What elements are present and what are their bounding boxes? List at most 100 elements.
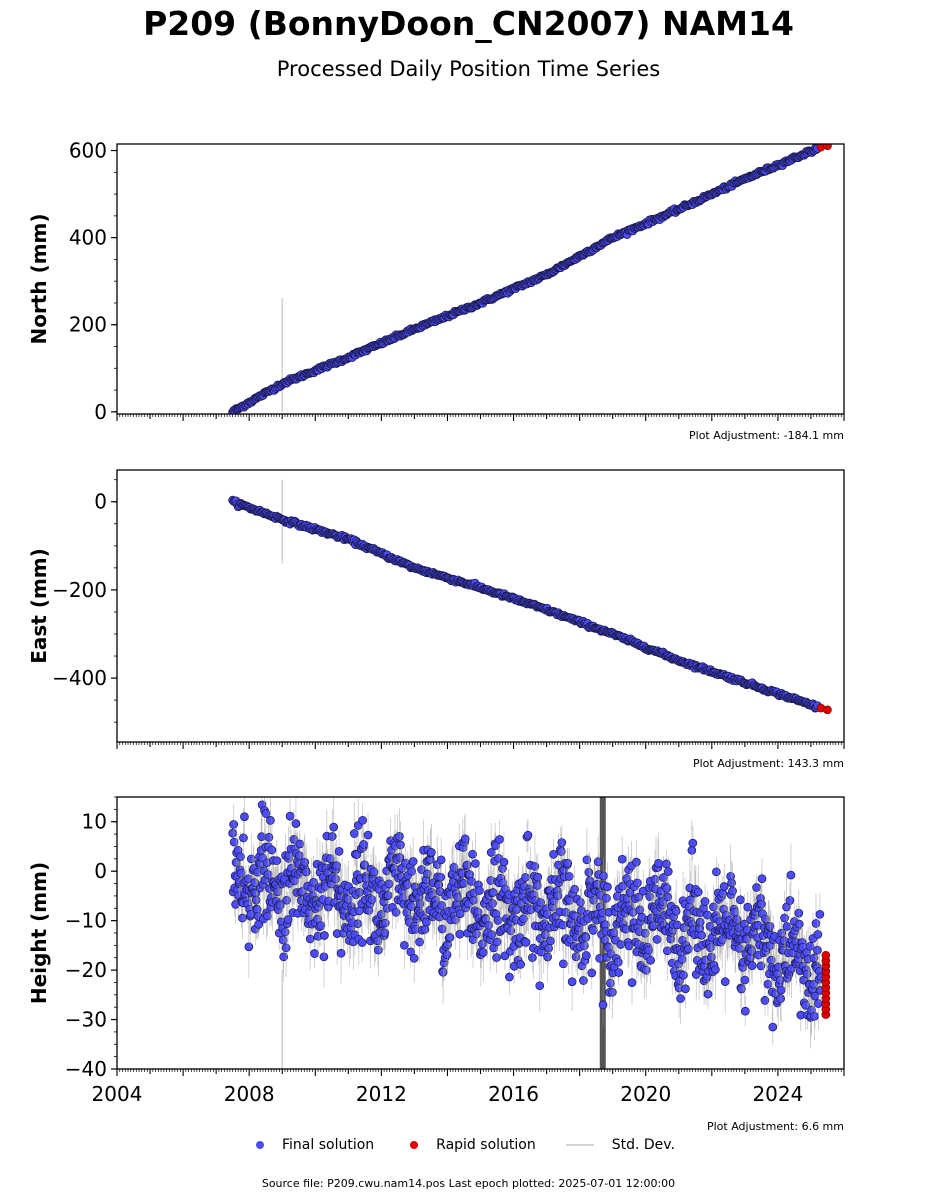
legend-item-rapid: Rapid solution	[404, 1137, 536, 1153]
final-point	[530, 862, 540, 871]
final-point	[310, 949, 319, 958]
final-point	[240, 812, 249, 822]
final-point	[407, 867, 417, 876]
final-point	[228, 828, 238, 838]
final-point	[584, 867, 594, 877]
final-point	[703, 989, 713, 999]
final-point	[254, 920, 264, 929]
final-point	[400, 940, 409, 950]
y-axis-label: North (mm)	[27, 213, 51, 344]
y-tick-label: −20	[65, 958, 107, 982]
panel-frame	[116, 469, 845, 743]
final-point	[295, 851, 304, 860]
final-point	[492, 953, 501, 962]
final-point	[814, 999, 823, 1008]
final-point	[415, 937, 424, 947]
final-point	[320, 931, 329, 940]
final-point	[582, 951, 591, 960]
plot-area-2	[228, 797, 831, 1069]
rapid-point	[821, 950, 831, 960]
final-point	[395, 832, 404, 841]
final-point	[261, 809, 271, 818]
final-point	[608, 987, 617, 997]
final-point	[752, 883, 761, 892]
final-point	[557, 838, 567, 847]
final-point	[355, 887, 365, 897]
final-point	[693, 887, 703, 897]
final-point	[687, 845, 697, 855]
final-point	[760, 996, 770, 1005]
final-point	[455, 929, 465, 939]
final-point	[263, 870, 273, 879]
final-point	[794, 908, 804, 918]
final-point	[495, 835, 504, 844]
final-point	[558, 959, 568, 969]
final-point	[460, 834, 470, 844]
final-point	[305, 934, 315, 944]
legend-std-label: Std. Dev.	[611, 1137, 675, 1153]
legend-final-label: Final solution	[282, 1137, 375, 1153]
final-point	[587, 968, 597, 978]
final-point	[813, 930, 823, 939]
final-point	[563, 858, 573, 868]
plot-area-0	[228, 144, 832, 414]
final-point	[504, 972, 514, 982]
final-point	[811, 919, 821, 928]
final-point	[567, 977, 577, 987]
y-tick-label: −40	[65, 1057, 107, 1081]
plot-adjustment: Plot Adjustment: 6.6 mm	[707, 1120, 844, 1133]
final-point	[776, 994, 785, 1003]
legend-item-std: Std. Dev.	[565, 1137, 675, 1153]
final-point	[327, 832, 337, 841]
final-point	[272, 856, 282, 866]
final-point	[406, 902, 416, 911]
final-point	[757, 874, 767, 884]
final-point	[570, 884, 579, 894]
final-point	[635, 905, 645, 915]
final-point	[810, 1011, 819, 1021]
final-point	[703, 910, 712, 920]
final-point	[775, 975, 785, 985]
final-point	[384, 879, 394, 889]
final-point	[488, 888, 498, 897]
final-point	[599, 871, 608, 881]
final-point	[475, 886, 484, 895]
final-point	[264, 832, 274, 842]
final-point	[579, 976, 588, 985]
final-point	[763, 979, 773, 989]
final-point	[251, 895, 261, 905]
plot-adjustment: Plot Adjustment: 143.3 mm	[693, 757, 844, 770]
final-point	[646, 955, 655, 965]
final-point	[654, 859, 663, 868]
x-tick-label: 2020	[620, 1082, 671, 1106]
final-point	[595, 953, 604, 963]
rapid-point	[823, 705, 832, 715]
final-point	[588, 926, 598, 935]
final-point	[740, 975, 750, 985]
final-point	[737, 984, 746, 994]
final-point	[267, 845, 277, 855]
final-point	[679, 970, 688, 980]
final-point	[266, 816, 275, 825]
x-tick-label: 2004	[92, 1082, 143, 1106]
final-point	[544, 943, 553, 953]
x-tick-label: 2008	[224, 1082, 275, 1106]
final-point	[468, 849, 477, 859]
final-point	[499, 857, 509, 867]
final-point	[794, 919, 804, 929]
final-point	[533, 872, 543, 882]
final-point	[383, 891, 393, 900]
final-point	[282, 895, 291, 905]
final-point	[650, 874, 660, 884]
rapid-point	[823, 144, 832, 151]
final-point	[291, 819, 301, 828]
final-point	[319, 952, 329, 962]
final-point	[521, 938, 531, 947]
x-tick-label: 2024	[752, 1082, 803, 1106]
final-point	[352, 850, 362, 859]
final-point	[436, 872, 446, 882]
plot-area-1	[228, 479, 832, 715]
final-marker-icon	[256, 1141, 264, 1149]
y-tick-label: −400	[52, 666, 107, 690]
final-point	[720, 977, 730, 987]
